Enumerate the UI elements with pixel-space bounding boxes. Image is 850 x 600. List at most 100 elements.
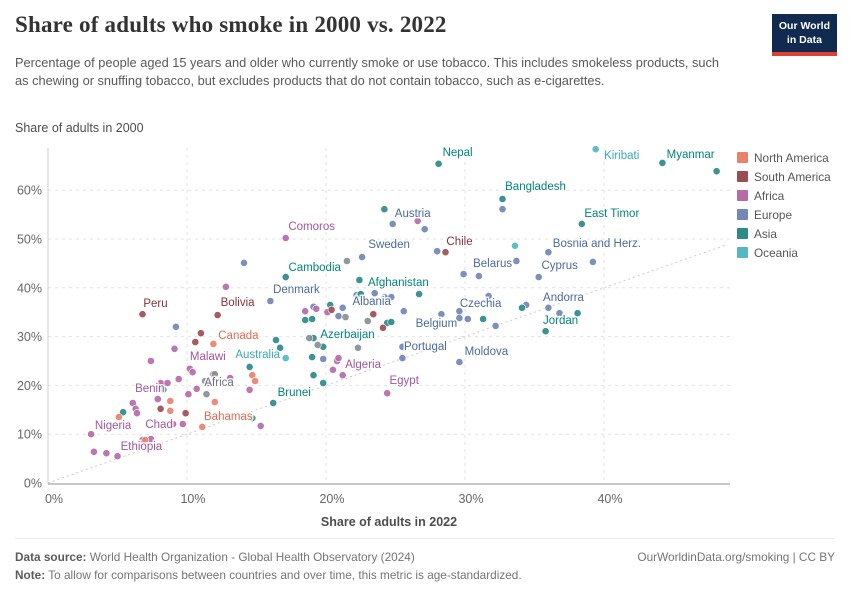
legend-item-oceania[interactable]: Oceania bbox=[737, 243, 831, 262]
data-point-gr[interactable] bbox=[313, 340, 322, 349]
data-point-af[interactable] bbox=[203, 379, 212, 387]
data-point-as[interactable] bbox=[119, 408, 127, 417]
data-point-as[interactable] bbox=[308, 315, 316, 323]
data-point-af[interactable] bbox=[90, 447, 98, 456]
data-point-bangladesh[interactable] bbox=[498, 195, 507, 203]
data-point-sweden[interactable] bbox=[358, 253, 366, 261]
data-point-denmark[interactable] bbox=[266, 297, 275, 305]
data-point-af[interactable] bbox=[221, 282, 230, 291]
data-point-egypt[interactable] bbox=[383, 389, 392, 398]
data-point-eu[interactable] bbox=[420, 225, 429, 234]
legend-item-south-america[interactable]: South America bbox=[737, 167, 831, 186]
data-point-af[interactable] bbox=[312, 304, 321, 313]
data-point-na[interactable] bbox=[115, 413, 123, 421]
data-point-af[interactable] bbox=[413, 216, 422, 225]
data-point-eu[interactable] bbox=[491, 321, 500, 330]
data-point-as[interactable] bbox=[573, 309, 582, 318]
data-point-af[interactable] bbox=[188, 368, 197, 377]
data-point-brunei[interactable] bbox=[269, 399, 278, 407]
data-point-na[interactable] bbox=[166, 406, 175, 415]
data-point-moldova[interactable] bbox=[455, 358, 464, 366]
data-point-as[interactable] bbox=[380, 205, 389, 214]
data-point-af[interactable] bbox=[334, 354, 343, 362]
data-point-bolivia[interactable] bbox=[213, 311, 222, 319]
legend-item-asia[interactable]: Asia bbox=[737, 224, 831, 243]
data-point-af[interactable] bbox=[170, 344, 179, 353]
data-point-east-timor[interactable] bbox=[577, 219, 586, 228]
data-point-gr[interactable] bbox=[354, 343, 362, 352]
data-point-af[interactable] bbox=[245, 385, 254, 394]
data-point-gr[interactable] bbox=[341, 313, 350, 321]
data-point-benin[interactable] bbox=[153, 395, 162, 403]
data-point-australia[interactable] bbox=[281, 354, 290, 362]
data-point-sa[interactable] bbox=[181, 409, 190, 418]
data-point-eu[interactable] bbox=[240, 258, 248, 267]
data-point-af[interactable] bbox=[256, 421, 265, 430]
data-point-czechia[interactable] bbox=[484, 292, 493, 300]
data-point-as[interactable] bbox=[658, 158, 667, 167]
data-point-kiribati[interactable] bbox=[591, 145, 600, 154]
legend-item-europe[interactable]: Europe bbox=[737, 205, 831, 224]
data-point-eu[interactable] bbox=[463, 315, 472, 323]
data-point-eu[interactable] bbox=[474, 272, 483, 280]
data-point-gr[interactable] bbox=[342, 257, 351, 265]
data-point-belarus[interactable] bbox=[459, 270, 468, 278]
data-point-cambodia[interactable] bbox=[281, 273, 290, 281]
data-point-as[interactable] bbox=[308, 353, 316, 361]
data-point-gr[interactable] bbox=[305, 334, 314, 342]
data-point-af[interactable] bbox=[113, 452, 122, 461]
legend-item-africa[interactable]: Africa bbox=[737, 186, 831, 205]
data-point-peru[interactable] bbox=[138, 310, 147, 319]
data-point-austria[interactable] bbox=[388, 219, 397, 228]
data-point-as[interactable] bbox=[248, 414, 257, 422]
data-point-af[interactable] bbox=[226, 374, 234, 382]
data-point-chad[interactable] bbox=[169, 420, 177, 428]
data-point-eu[interactable] bbox=[433, 247, 442, 256]
data-point-eu[interactable] bbox=[544, 248, 553, 257]
data-point-as[interactable] bbox=[245, 362, 254, 371]
data-point-as[interactable] bbox=[272, 336, 280, 344]
data-point-af[interactable] bbox=[184, 390, 193, 399]
data-point-as[interactable] bbox=[319, 379, 328, 387]
data-point-eu[interactable] bbox=[171, 322, 180, 331]
data-point-af[interactable] bbox=[338, 371, 347, 380]
data-point-portugal[interactable] bbox=[398, 342, 407, 351]
data-point-as[interactable] bbox=[479, 315, 487, 323]
data-point-cyprus[interactable] bbox=[534, 273, 543, 281]
data-point-nepal[interactable] bbox=[434, 159, 443, 168]
data-point-af[interactable] bbox=[163, 379, 172, 387]
data-point-chile[interactable] bbox=[441, 248, 450, 257]
data-point-gr[interactable] bbox=[210, 370, 219, 379]
data-point-sa[interactable] bbox=[369, 310, 378, 319]
data-point-andorra[interactable] bbox=[555, 309, 564, 318]
data-point-as[interactable] bbox=[356, 290, 365, 298]
data-point-eu[interactable] bbox=[512, 257, 521, 265]
data-point-af[interactable] bbox=[146, 357, 155, 365]
data-point-jordan[interactable] bbox=[541, 327, 550, 336]
data-point-sa[interactable] bbox=[379, 323, 387, 332]
data-point-bosnia-and-herz-[interactable] bbox=[589, 257, 597, 266]
owid-logo[interactable]: Our World in Data bbox=[771, 14, 837, 57]
data-point-na[interactable] bbox=[251, 377, 259, 385]
data-point-as[interactable] bbox=[387, 318, 396, 326]
data-point-af[interactable] bbox=[174, 375, 183, 383]
data-point-eu[interactable] bbox=[498, 205, 507, 214]
legend-item-north-america[interactable]: North America bbox=[737, 148, 831, 167]
data-point-na[interactable] bbox=[210, 398, 219, 406]
data-point-as[interactable] bbox=[301, 316, 310, 324]
data-point-af[interactable] bbox=[178, 420, 187, 428]
data-point-na[interactable] bbox=[166, 397, 175, 405]
data-point-af[interactable] bbox=[133, 409, 141, 418]
data-point-as[interactable] bbox=[159, 385, 168, 394]
data-point-af[interactable] bbox=[301, 307, 310, 316]
data-point-comoros[interactable] bbox=[281, 234, 290, 242]
data-point-oc[interactable] bbox=[511, 241, 519, 250]
data-point-af[interactable] bbox=[328, 365, 337, 374]
data-point-af[interactable] bbox=[192, 384, 201, 393]
data-point-eu[interactable] bbox=[399, 307, 408, 316]
data-point-myanmar[interactable] bbox=[712, 167, 721, 176]
data-point-belgium[interactable] bbox=[437, 310, 446, 319]
data-point-nigeria[interactable] bbox=[87, 430, 95, 439]
data-point-eu[interactable] bbox=[544, 303, 553, 312]
footer-link[interactable]: OurWorldinData.org/smoking | CC BY bbox=[637, 550, 835, 564]
